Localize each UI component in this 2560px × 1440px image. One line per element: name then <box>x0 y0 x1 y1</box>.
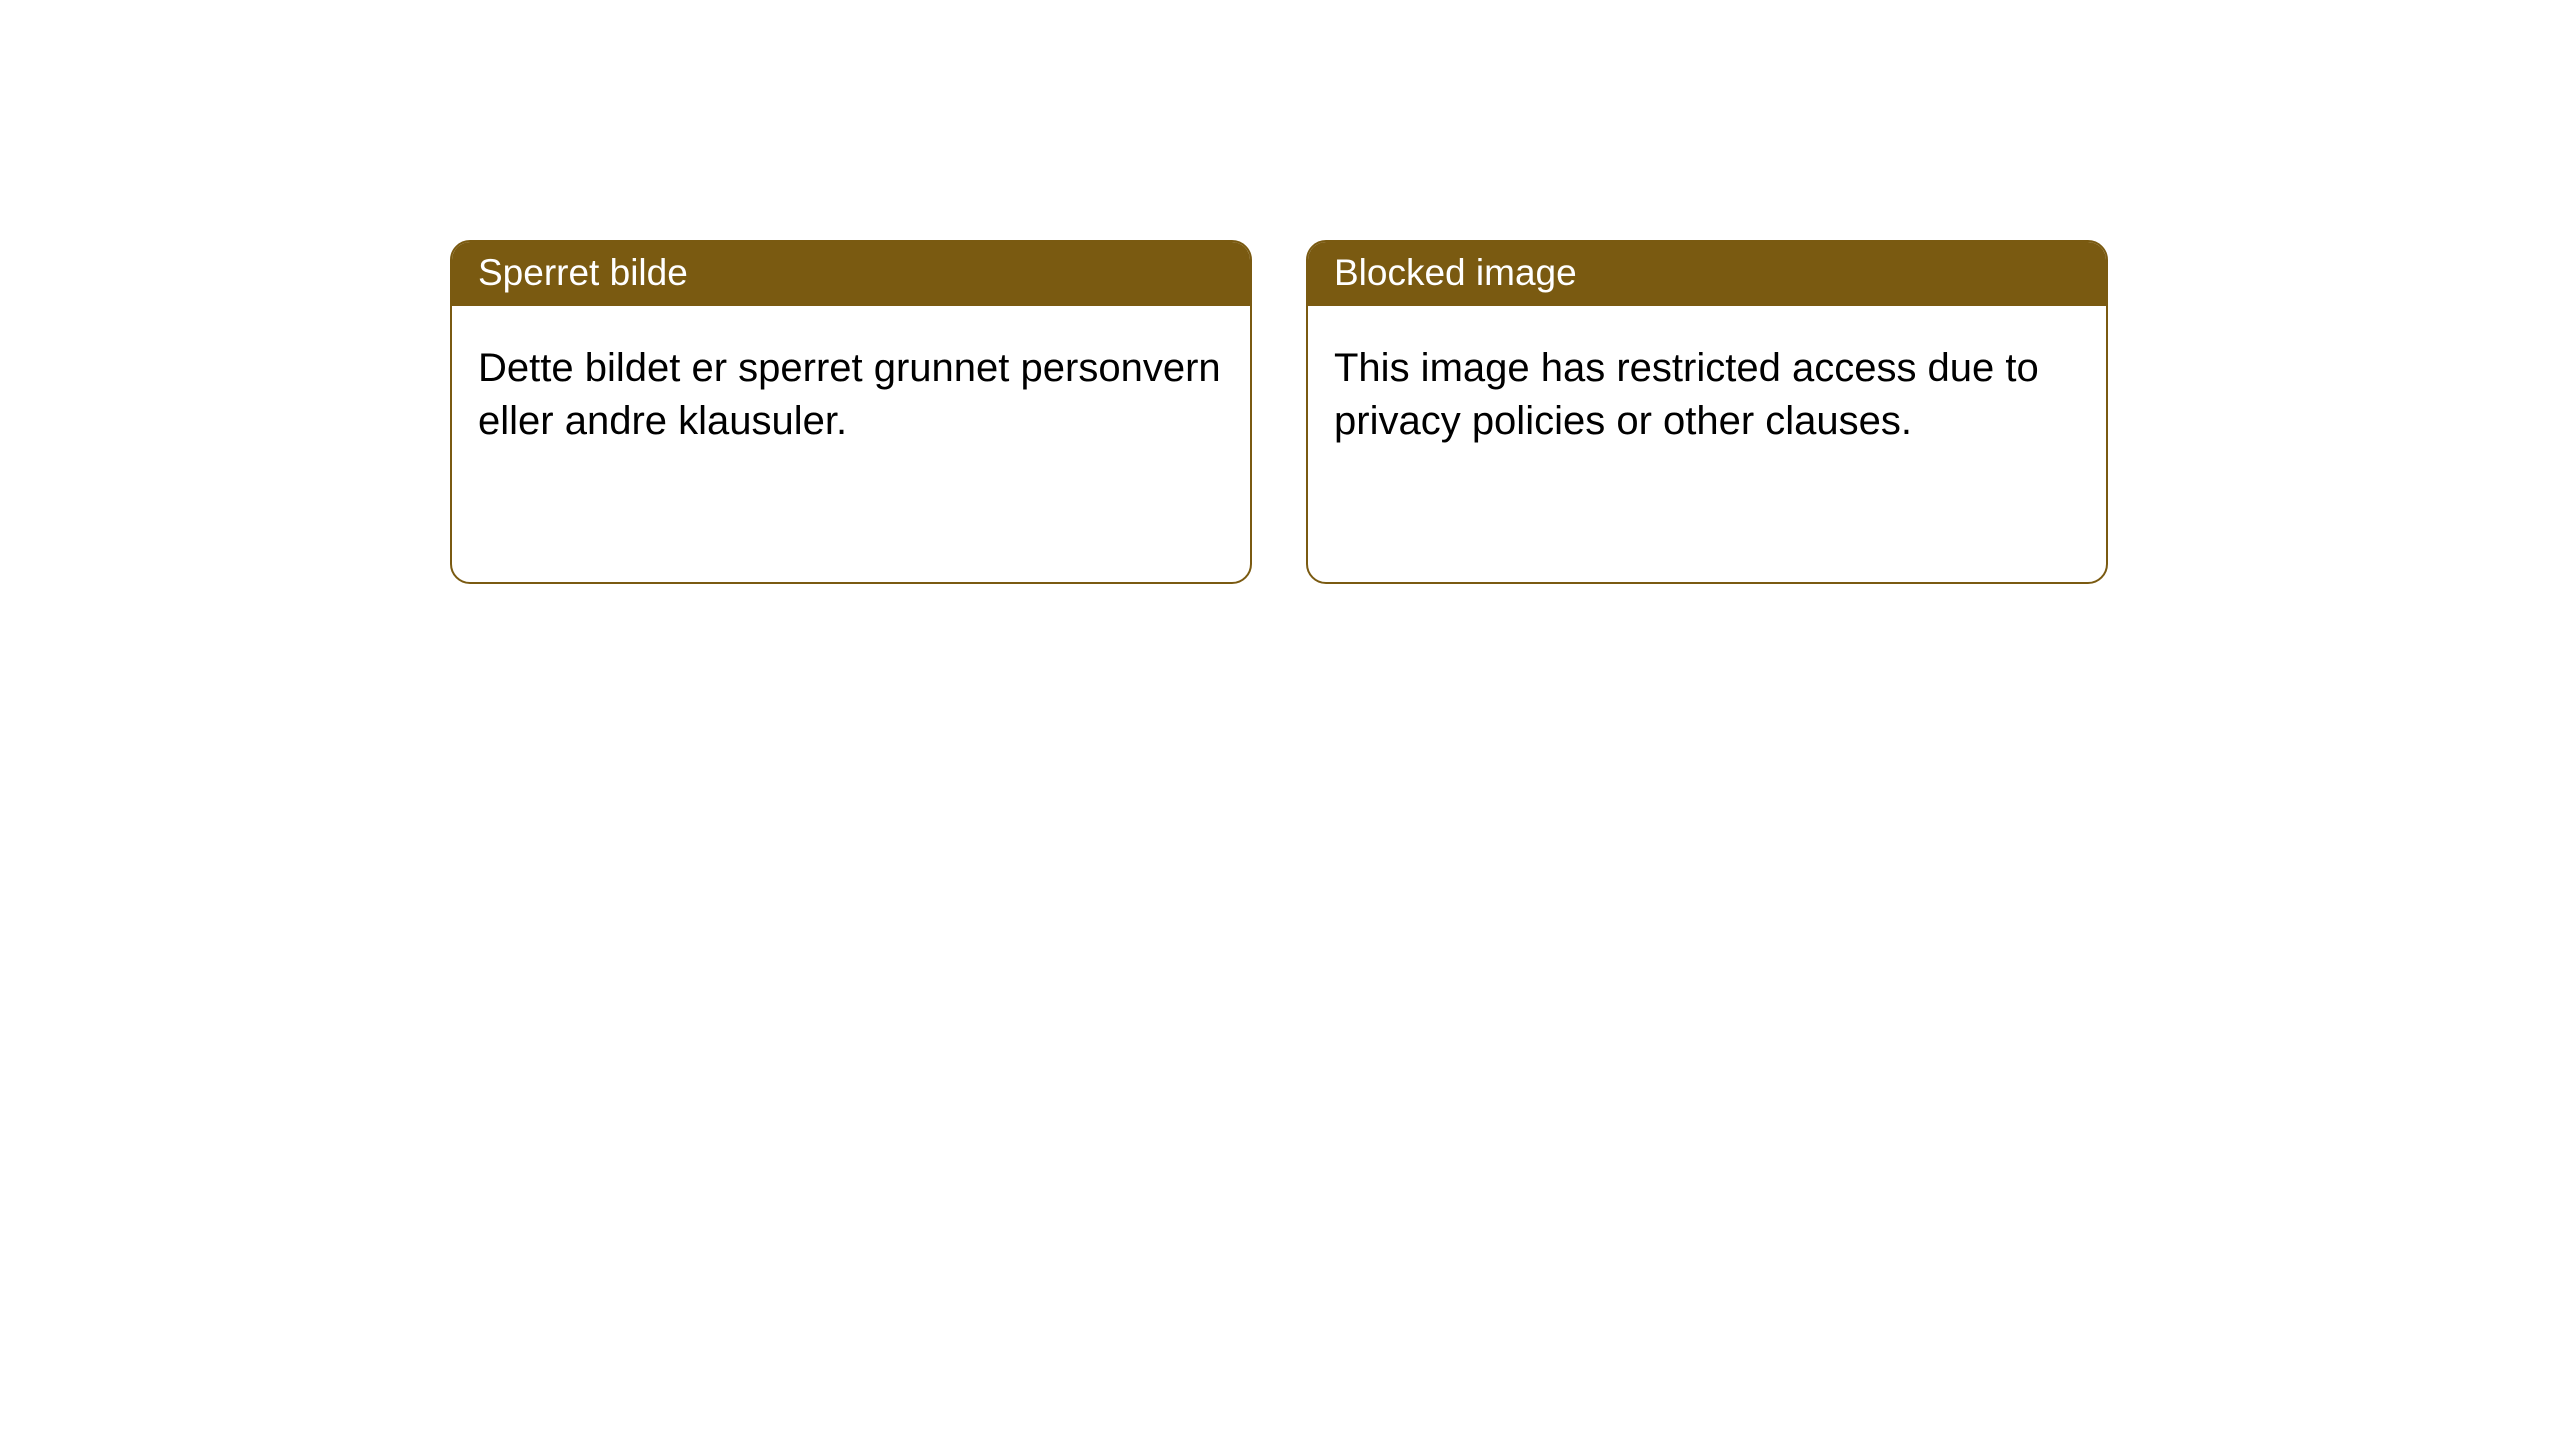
card-body: Dette bildet er sperret grunnet personve… <box>452 306 1250 582</box>
card-body-text: Dette bildet er sperret grunnet personve… <box>478 346 1221 443</box>
card-body: This image has restricted access due to … <box>1308 306 2106 582</box>
notice-card-english: Blocked image This image has restricted … <box>1306 240 2108 584</box>
card-title: Sperret bilde <box>478 252 688 293</box>
card-title: Blocked image <box>1334 252 1577 293</box>
notice-container: Sperret bilde Dette bildet er sperret gr… <box>0 0 2560 584</box>
card-body-text: This image has restricted access due to … <box>1334 346 2039 443</box>
card-header: Sperret bilde <box>452 242 1250 306</box>
notice-card-norwegian: Sperret bilde Dette bildet er sperret gr… <box>450 240 1252 584</box>
card-header: Blocked image <box>1308 242 2106 306</box>
